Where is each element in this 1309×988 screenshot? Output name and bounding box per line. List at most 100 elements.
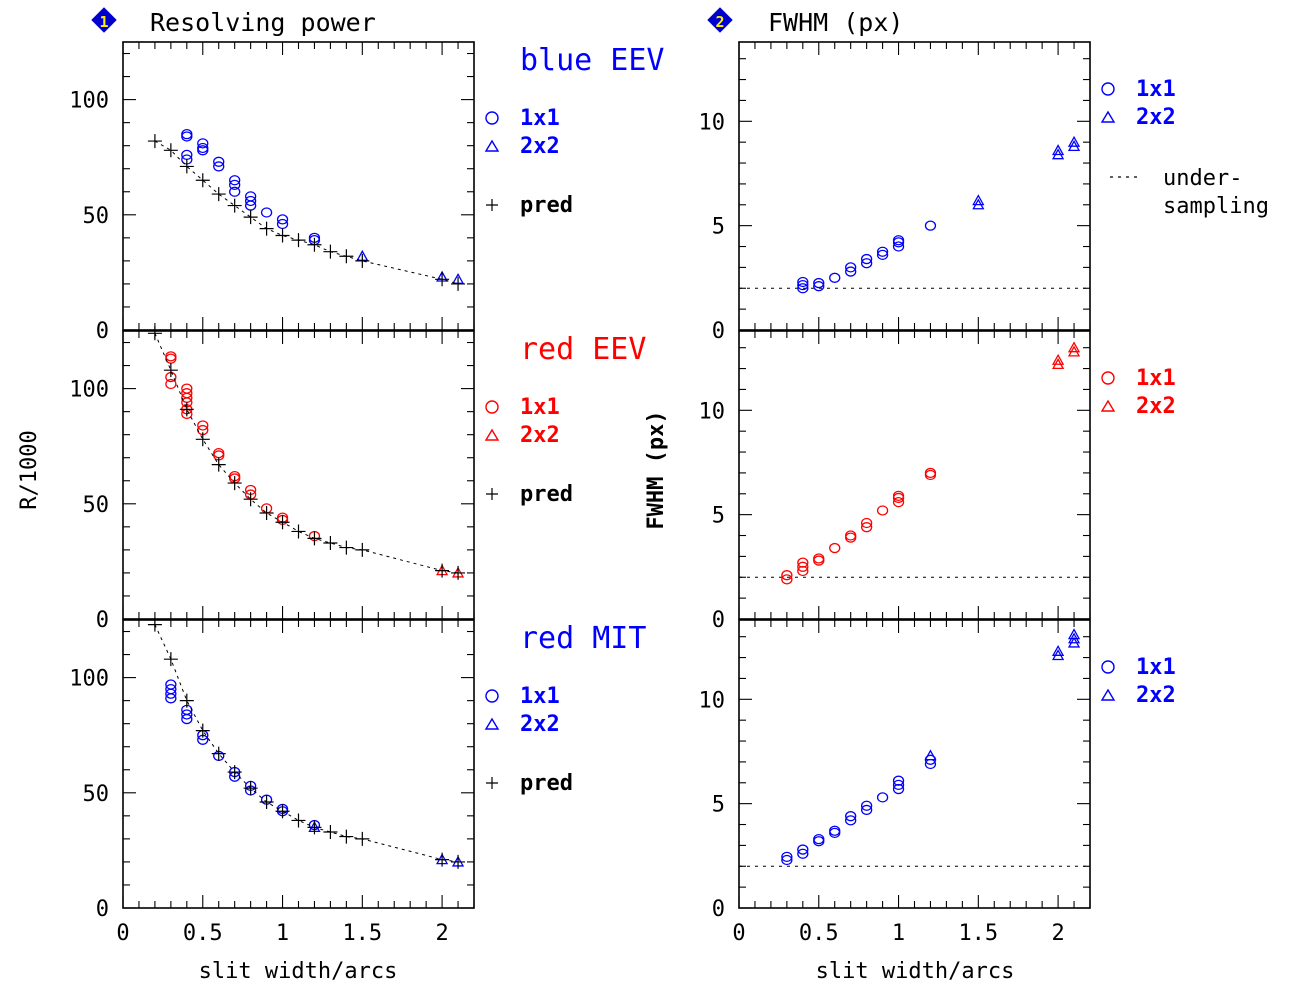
panel-title-red-mit: red MIT [520, 621, 646, 656]
pred-point [291, 813, 306, 828]
x-tick-label: 0.5 [183, 921, 223, 946]
legend-2x2-label: 2x2 [1136, 683, 1176, 708]
circle-point [829, 272, 841, 283]
pred-point [227, 765, 242, 780]
circle-point [860, 522, 873, 533]
circle-point [165, 378, 177, 390]
circle-point [876, 505, 889, 516]
x-tick-label: 1 [892, 921, 905, 946]
circle-point [892, 783, 905, 795]
triangle-point [1051, 353, 1065, 365]
circle-point [781, 854, 793, 866]
circle-point [845, 815, 857, 826]
triangle-point [1067, 135, 1081, 147]
x-tick-label: 0 [732, 921, 745, 946]
circle-point [276, 214, 289, 225]
pred-point [179, 159, 194, 174]
circle-point [181, 392, 193, 403]
y-tick-label: 100 [69, 667, 109, 692]
pred-point [227, 198, 242, 213]
pred-curve [154, 333, 459, 574]
legend-1x1-label: 1x1 [1136, 77, 1176, 102]
legend-1x1-label: 1x1 [520, 684, 560, 709]
circle-point [860, 258, 873, 269]
y-tick-label: 10 [699, 688, 726, 713]
circle-point [924, 467, 937, 479]
pred-point [259, 506, 274, 521]
series-pred [147, 134, 466, 291]
y-tick-label: 5 [712, 793, 725, 818]
legend-pred-label: pred [520, 193, 573, 218]
legend-circle-marker [1101, 660, 1115, 674]
circle-point [797, 844, 809, 855]
y-tick-label: 100 [69, 378, 109, 403]
pred-point [339, 829, 354, 844]
legend-triangle-marker [484, 428, 500, 441]
pred-point [291, 233, 306, 248]
x-tick-label: 1.5 [958, 921, 998, 946]
pred-point [275, 515, 290, 530]
pred-point [451, 565, 466, 580]
circle-point [860, 517, 873, 529]
right-badge-number: 2 [715, 13, 724, 31]
pred-point [355, 831, 370, 846]
left-badge-number: 1 [99, 13, 108, 31]
right-y-axis-label: FWHM (px) [644, 410, 669, 529]
pred-point [163, 652, 178, 667]
series-2x2 [924, 628, 1081, 761]
series-pred [147, 326, 466, 580]
circle-point [813, 277, 825, 289]
legend-1x1-label: 1x1 [520, 106, 560, 131]
pred-point [211, 457, 226, 472]
y-tick-label: 0 [96, 897, 109, 922]
circle-point [876, 249, 889, 261]
pred-point [451, 276, 466, 291]
circle-point [229, 186, 241, 197]
circle-point [845, 811, 857, 822]
circle-point [797, 279, 809, 291]
pred-point [147, 134, 162, 149]
y-tick-label: 100 [69, 89, 109, 114]
right-panel-title: FWHM (px) [768, 8, 903, 37]
left-badge-icon [91, 7, 117, 33]
legend-undersampling-label-2: sampling [1163, 194, 1269, 219]
legend-blue-eev: 1x1 2x2 pred [484, 106, 573, 218]
pred-point [307, 237, 322, 252]
y-tick-label: 0 [712, 897, 725, 922]
circle-point [213, 156, 225, 167]
triangle-point [1051, 144, 1065, 156]
circle-point [276, 218, 289, 230]
legend-1x1-label: 1x1 [1136, 366, 1176, 391]
y-tick-label: 5 [712, 215, 725, 240]
series-2x2 [1051, 341, 1081, 370]
circle-point [876, 792, 889, 803]
circle-point [781, 574, 793, 585]
legend-2x2-label: 2x2 [520, 134, 560, 159]
y-tick-label: 0 [96, 608, 109, 633]
series-2x2 [972, 135, 1081, 210]
pred-point [211, 187, 226, 202]
plot-R_red_EEV: 0 50 100 [69, 326, 475, 633]
left-y-axis-label: R/1000 [17, 430, 42, 509]
y-tick-label: 10 [699, 110, 726, 135]
legend-circle-marker [485, 689, 499, 703]
circle-point [797, 561, 809, 572]
pred-point [323, 535, 338, 550]
pred-point [355, 542, 370, 557]
circle-point [229, 175, 241, 186]
pred-point [179, 693, 194, 708]
triangle-point [1067, 341, 1081, 353]
series-1x1 [797, 220, 937, 294]
legend-2x2-label: 2x2 [1136, 105, 1176, 130]
circle-point [845, 530, 857, 541]
circle-point [813, 553, 825, 564]
pred-point [195, 173, 210, 188]
legend-2x2-label: 2x2 [520, 423, 560, 448]
circle-point [197, 138, 209, 149]
circle-point [860, 804, 873, 816]
series-1x1 [181, 129, 321, 246]
pred-point [323, 244, 338, 259]
pred-curve [154, 140, 459, 285]
circle-point [181, 149, 193, 161]
pred-point [259, 795, 274, 810]
